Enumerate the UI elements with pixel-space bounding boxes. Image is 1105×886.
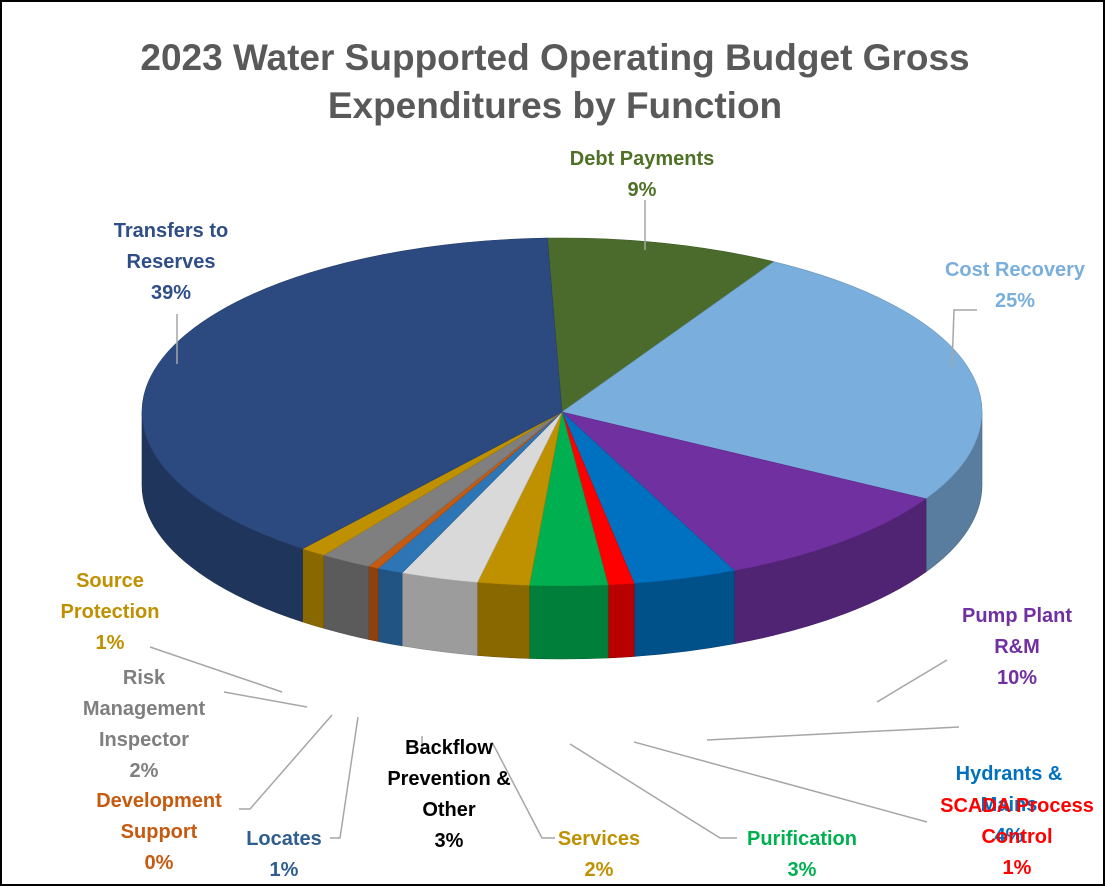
slice-pump-plant-r-m (560, 411, 927, 571)
leader-line-services (491, 741, 555, 839)
leader-line-purification (569, 743, 737, 839)
slice-label-scada-process-control: SCADA Process Control 1% (940, 795, 1094, 879)
slice-cost-recovery (561, 261, 983, 500)
pie-side-group (141, 411, 983, 660)
slice-side-hydrants-mains (633, 570, 735, 657)
slice-label-cost-recovery: Cost Recovery 25% (945, 259, 1086, 312)
slice-label-debt-payments: Debt Payments 9% (570, 148, 715, 201)
slice-label-source-protection: Source Protection 1% (61, 570, 160, 654)
leader-line-source-protection (149, 646, 283, 693)
leader-line-scada-process-control (633, 741, 928, 823)
slice-label-development-support: Development Support 0% (96, 790, 222, 874)
slice-side-source-protection (302, 548, 324, 629)
slice-label-services: Services 2% (558, 828, 640, 881)
slice-side-purification (529, 584, 609, 660)
chart-title-line-1: 2023 Water Supported Operating Budget Gr… (140, 37, 969, 78)
leader-line-hydrants-mains (706, 726, 960, 741)
slice-transfers-to-reserves (141, 237, 563, 550)
slice-side-development-support (368, 566, 379, 642)
chart-title-line-2: Expenditures by Function (328, 85, 782, 126)
leader-line-cost-recovery (951, 309, 977, 368)
slice-side-backflow-prevention-other (401, 572, 478, 656)
slice-label-transfers-to-reserves: Transfers to Reserves 39% (114, 220, 228, 304)
leader-lines-group (149, 200, 977, 839)
leader-line-development-support (239, 714, 333, 810)
slice-label-hydrants-mains: Hydrants & Mains 4% (956, 763, 1063, 847)
slice-side-risk-management-inspector (323, 554, 370, 640)
slice-label-purification: Purification 3% (747, 828, 857, 881)
slice-side-scada-process-control (607, 583, 635, 659)
slice-label-risk-management-inspector: Risk Management Inspector 2% (83, 667, 206, 782)
leader-line-risk-management-inspector (223, 691, 308, 708)
slice-label-locates: Locates 1% (246, 828, 322, 881)
slice-labels-group: Debt Payments 9% Cost Recovery 25% Pump Plan… (61, 148, 1094, 881)
pie-top-group (141, 237, 983, 587)
leader-line-pump-plant-r-m (876, 659, 948, 703)
slice-label-backflow-prevention-other: Backflow Prevention & Other 3% (387, 737, 510, 852)
slice-debt-payments (547, 237, 775, 413)
slice-side-services (477, 582, 530, 659)
leader-line-locates (330, 716, 359, 839)
slice-label-pump-plant-r-m: Pump Plant R&M 10% (962, 605, 1072, 689)
slice-side-locates (377, 568, 403, 647)
